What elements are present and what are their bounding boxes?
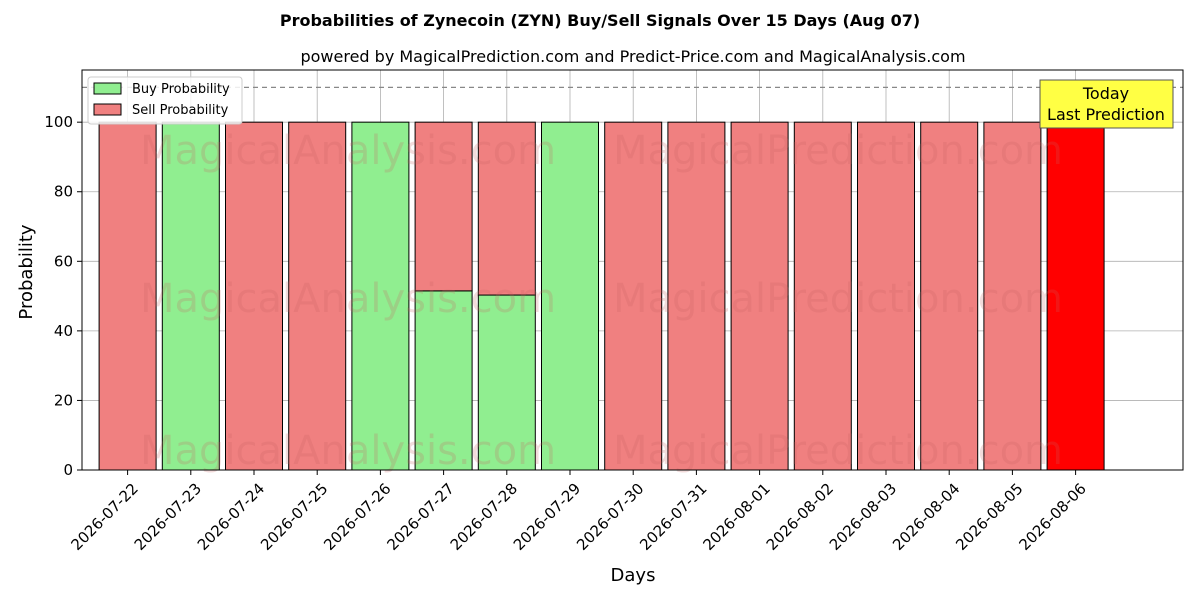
x-tick-label: 2026-07-30 — [573, 480, 647, 554]
buy-bar-2026-07-29 — [541, 121, 599, 471]
y-axis-label: Probability — [16, 224, 37, 319]
annotation-line: Today — [1082, 84, 1129, 103]
x-tick-label: 2026-07-23 — [131, 480, 205, 554]
x-tick-label: 2026-08-03 — [826, 480, 900, 554]
x-axis-label: Days — [611, 565, 656, 586]
x-tick-label: 2026-07-24 — [194, 480, 268, 554]
today-annotation: Today Last Prediction — [1039, 79, 1174, 129]
annotation-box — [1039, 79, 1174, 129]
x-tick-label: 2026-07-29 — [510, 480, 584, 554]
sell-bar-2026-07-27 — [414, 121, 473, 292]
sell-bar-2026-07-24 — [225, 121, 283, 471]
annotation-line: Last Prediction — [1047, 105, 1165, 124]
watermarks: MagicalAnalysis.com MagicalPrediction.com… — [140, 128, 1063, 474]
plot-frame — [81, 69, 1184, 471]
y-tick-label: 0 — [63, 461, 73, 479]
x-tick-label: 2026-07-28 — [447, 480, 521, 554]
x-tick-label: 2026-08-06 — [1015, 480, 1089, 554]
watermark-text: MagicalPrediction.com — [613, 276, 1063, 322]
sell-bar-2026-07-25 — [288, 121, 347, 471]
sell-bar-2026-08-06 — [1046, 121, 1105, 471]
legend-swatch — [93, 82, 122, 95]
bars — [98, 121, 1105, 471]
sell-bar-2026-08-04 — [920, 121, 979, 471]
chart-title: Probabilities of Zynecoin (ZYN) Buy/Sell… — [280, 11, 920, 30]
y-tick-label: 20 — [54, 391, 73, 409]
sell-bar-2026-08-05 — [983, 121, 1042, 471]
watermark-text: MagicalAnalysis.com — [140, 128, 556, 174]
sell-bar-2026-08-02 — [793, 121, 852, 471]
legend-swatch — [93, 103, 122, 116]
sell-bar-2026-08-01 — [730, 121, 789, 471]
watermark-text: MagicalAnalysis.com — [140, 276, 556, 322]
buy-bar-2026-07-27 — [414, 290, 473, 471]
y-tick-label: 40 — [54, 322, 73, 340]
sell-bar-2026-07-30 — [604, 121, 663, 471]
sell-bar-2026-07-28 — [477, 121, 536, 296]
x-axis: 2026-07-222026-07-232026-07-242026-07-25… — [67, 470, 1090, 554]
x-tick-label: 2026-07-25 — [257, 480, 331, 554]
x-tick-label: 2026-08-01 — [699, 480, 773, 554]
legend-box — [87, 76, 243, 125]
legend-label: Buy Probability — [132, 82, 230, 97]
watermark-text: MagicalPrediction.com — [613, 128, 1063, 174]
sell-bar-2026-07-31 — [667, 121, 726, 471]
chart-subtitle: powered by MagicalPrediction.com and Pre… — [300, 47, 965, 66]
y-axis: 0 20 40 60 80 100 — [44, 113, 82, 479]
x-tick-label: 2026-07-27 — [383, 480, 457, 554]
watermark-text: MagicalAnalysis.com — [140, 428, 556, 474]
x-tick-label: 2026-08-02 — [763, 480, 837, 554]
x-tick-label: 2026-07-26 — [320, 480, 394, 554]
legend-label: Sell Probability — [132, 103, 229, 118]
watermark-text: MagicalPrediction.com — [613, 428, 1063, 474]
x-tick-label: 2026-08-05 — [952, 480, 1026, 554]
x-tick-label: 2026-07-31 — [636, 480, 710, 554]
y-tick-label: 60 — [54, 252, 73, 270]
buy-bar-2026-07-26 — [351, 121, 410, 471]
y-tick-label: 80 — [54, 183, 73, 201]
y-tick-label: 100 — [44, 113, 73, 131]
x-tick-label: 2026-08-04 — [889, 480, 963, 554]
sell-bar-2026-08-03 — [857, 121, 915, 471]
legend: Buy Probability Sell Probability — [87, 76, 243, 125]
x-tick-label: 2026-07-22 — [67, 480, 141, 554]
